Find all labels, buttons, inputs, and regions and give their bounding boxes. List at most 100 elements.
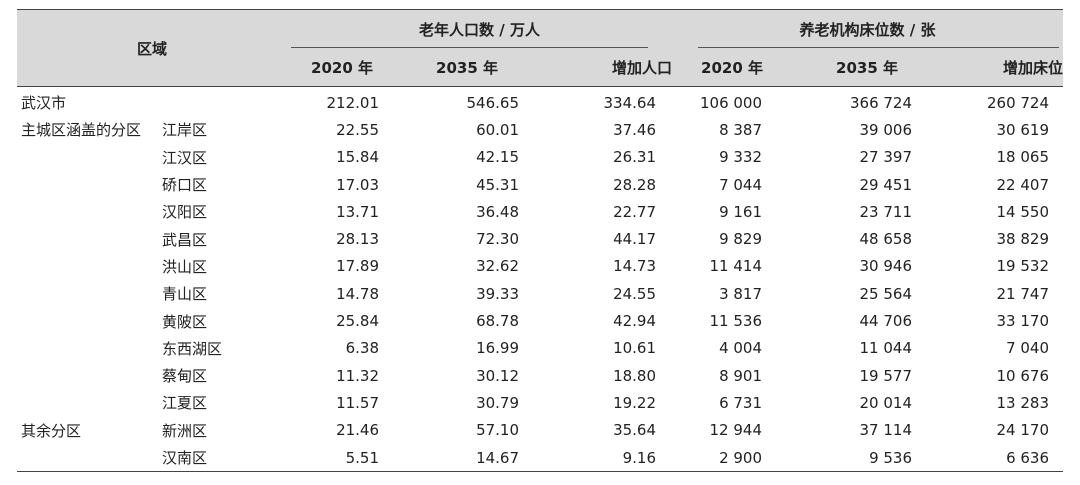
district-cell — [162, 87, 287, 117]
beds-increase-cell: 14 550 — [996, 202, 1050, 221]
table-row: 硚口区 17.03 45.31 28.28 7 044 29 451 22 407 — [17, 171, 1063, 198]
group-underline — [698, 47, 1060, 48]
pop-2035-cell: 57.10 — [476, 421, 520, 440]
beds-2020-cell: 6 731 — [719, 393, 763, 412]
beds-increase-cell: 38 829 — [996, 230, 1050, 249]
col-header-pop-2035: 2035 年 — [397, 48, 538, 87]
pop-increase-cell: 14.73 — [613, 257, 657, 276]
row-group-cell — [17, 335, 162, 362]
beds-2020-cell: 106 000 — [699, 93, 763, 112]
beds-increase-cell: 10 676 — [996, 366, 1050, 385]
table-row: 蔡甸区 11.32 30.12 18.80 8 901 19 577 10 676 — [17, 362, 1063, 389]
pop-increase-cell: 26.31 — [613, 148, 657, 167]
beds-2035-cell: 27 397 — [859, 148, 913, 167]
beds-increase-cell: 6 636 — [942, 443, 1064, 473]
table-row: 武昌区 28.13 72.30 44.17 9 829 48 658 38 829 — [17, 225, 1063, 252]
pop-2035-cell: 30.12 — [476, 366, 520, 385]
pop-2020-cell: 15.84 — [336, 148, 380, 167]
data-table: 区域 老年人口数 / 万人 养老机构床位数 / 张 2020 年 2035 年 … — [17, 9, 1064, 473]
pop-increase-cell: 42.94 — [613, 312, 657, 331]
pop-2035-cell: 42.15 — [476, 148, 520, 167]
beds-2020-cell: 9 332 — [719, 148, 763, 167]
pop-2035-cell: 39.33 — [476, 284, 520, 303]
table-row: 江夏区 11.57 30.79 19.22 6 731 20 014 13 283 — [17, 389, 1063, 416]
table-row: 洪山区 17.89 32.62 14.73 11 414 30 946 19 532 — [17, 253, 1063, 280]
district-cell: 洪山区 — [162, 257, 208, 276]
pop-2020-cell: 11.57 — [336, 393, 380, 412]
district-cell: 武昌区 — [162, 230, 208, 249]
pop-increase-cell: 18.80 — [613, 366, 657, 385]
elderly-population-header: 老年人口数 / 万人 — [287, 9, 673, 48]
beds-2035-cell: 19 577 — [859, 366, 913, 385]
row-group-cell — [17, 253, 162, 280]
row-group-cell: 武汉市 — [21, 94, 67, 113]
row-group-cell: 主城区涵盖的分区 — [21, 121, 142, 140]
table-row: 武汉市 212.01 546.65 334.64 106 000 366 724 260 7… — [17, 87, 1063, 117]
table-row: 其余分区 新洲区 21.46 57.10 35.64 12 944 37 114 24 170 — [17, 417, 1063, 444]
beds-increase-cell: 24 170 — [996, 421, 1050, 440]
pop-2035-cell: 14.67 — [397, 443, 538, 473]
beds-increase-cell: 260 724 — [986, 93, 1050, 112]
row-group-cell — [17, 280, 162, 307]
pop-2035-cell: 32.62 — [476, 257, 520, 276]
pop-increase-cell: 35.64 — [613, 421, 657, 440]
table-row: 东西湖区 6.38 16.99 10.61 4 004 11 044 7 040 — [17, 335, 1063, 362]
district-cell: 黄陂区 — [162, 312, 208, 331]
beds-2020-cell: 3 817 — [719, 284, 763, 303]
beds-increase-cell: 30 619 — [996, 120, 1050, 139]
group-underline — [291, 47, 649, 48]
district-cell: 江汉区 — [162, 148, 208, 167]
row-group-cell — [17, 144, 162, 171]
beds-2035-cell: 25 564 — [859, 284, 913, 303]
pop-increase-cell: 22.77 — [613, 202, 657, 221]
table-header: 区域 老年人口数 / 万人 养老机构床位数 / 张 2020 年 2035 年 … — [17, 9, 1064, 87]
row-group-cell — [17, 389, 162, 416]
row-group-cell — [17, 171, 162, 198]
district-cell: 蔡甸区 — [162, 367, 208, 386]
pop-2020-cell: 13.71 — [336, 202, 380, 221]
table-row: 青山区 14.78 39.33 24.55 3 817 25 564 21 747 — [17, 280, 1063, 307]
row-group-cell — [17, 198, 162, 225]
district-cell: 东西湖区 — [162, 339, 223, 358]
pop-increase-cell: 37.46 — [613, 120, 657, 139]
table-row: 汉南区 5.51 14.67 9.16 2 900 9 536 6 636 — [17, 443, 1064, 473]
pop-2020-cell: 212.01 — [326, 93, 380, 112]
elderly-beds-header-label: 养老机构床位数 / 张 — [799, 20, 936, 39]
pop-2020-cell: 5.51 — [287, 443, 398, 473]
row-group-cell — [17, 362, 162, 389]
pop-2035-cell: 72.30 — [476, 230, 520, 249]
pop-2020-cell: 6.38 — [345, 339, 380, 358]
table-wrapper: 区域 老年人口数 / 万人 养老机构床位数 / 张 2020 年 2035 年 … — [17, 9, 1064, 473]
pop-2035-cell: 60.01 — [476, 120, 520, 139]
table-row: 主城区涵盖的分区 江岸区 22.55 60.01 37.46 8 387 39 006 30 … — [17, 116, 1063, 143]
col-header-beds-2035: 2035 年 — [792, 48, 943, 87]
beds-increase-cell: 22 407 — [996, 175, 1050, 194]
pop-increase-cell: 44.17 — [613, 230, 657, 249]
district-cell: 硚口区 — [162, 176, 208, 195]
pop-2020-cell: 28.13 — [336, 230, 380, 249]
region-header: 区域 — [17, 9, 288, 87]
beds-2020-cell: 8 387 — [719, 120, 763, 139]
beds-2035-cell: 23 711 — [859, 202, 913, 221]
beds-2020-cell: 2 900 — [672, 443, 793, 473]
elderly-beds-header: 养老机构床位数 / 张 — [672, 9, 1064, 48]
col-header-pop-2020: 2020 年 — [287, 48, 398, 87]
beds-2020-cell: 11 536 — [709, 312, 763, 331]
pop-2035-cell: 546.65 — [466, 93, 520, 112]
district-cell: 汉阳区 — [162, 203, 208, 222]
beds-increase-cell: 33 170 — [996, 312, 1050, 331]
pop-increase-cell: 28.28 — [613, 175, 657, 194]
beds-2035-cell: 48 658 — [859, 230, 913, 249]
beds-2020-cell: 4 004 — [719, 339, 763, 358]
beds-2020-cell: 9 161 — [719, 202, 763, 221]
table-body: 武汉市 212.01 546.65 334.64 106 000 366 724 260 7… — [17, 87, 1064, 473]
district-cell: 新洲区 — [162, 421, 208, 440]
col-header-beds-increase: 增加床位 — [942, 48, 1064, 87]
row-group-cell — [17, 225, 162, 252]
beds-2020-cell: 7 044 — [719, 175, 763, 194]
beds-2020-cell: 11 414 — [709, 257, 763, 276]
pop-2035-cell: 30.79 — [476, 393, 520, 412]
district-cell: 江夏区 — [162, 394, 208, 413]
beds-increase-cell: 7 040 — [1006, 339, 1050, 358]
beds-2020-cell: 8 901 — [719, 366, 763, 385]
